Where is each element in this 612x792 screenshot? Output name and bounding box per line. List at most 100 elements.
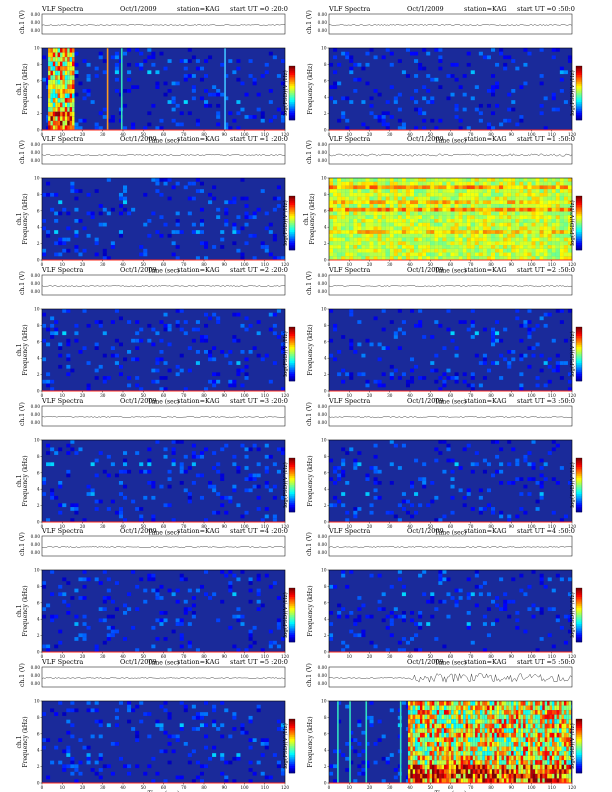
y-tick-label: 4 [324,356,327,361]
waveform-frame [328,535,573,557]
y-tick-label: 8 [37,454,40,459]
panel-station: station=KAG [177,5,220,13]
x-tick-label: 0 [328,262,331,267]
y-tick-label: 6 [324,339,327,344]
x-axis-label: Time (sec) [148,399,180,406]
waveform-tick-label: 0.00 [318,150,328,155]
waveform-frame [41,274,286,296]
x-tick-label: 60 [448,654,454,659]
spectrogram-svg-6: VLF Spectra Oct/1/2009 station=KAG start UT… [306,266,583,406]
colorbar [576,719,582,774]
x-tick-label: 10 [347,524,353,529]
x-tick-label: 20 [80,785,86,790]
x-tick-label: 20 [367,785,373,790]
x-tick-label: 90 [509,524,515,529]
y-tick-label: 6 [37,339,40,344]
y-tick-label: 0 [37,389,40,394]
waveform-frame [41,13,286,35]
y-tick-label: 8 [324,584,327,589]
y-axis-label: ch.1 [16,213,23,226]
spectrogram-panel-11: VLF Spectra Oct/1/2009 station=KAG start UT… [6,657,306,792]
panel-date: Oct/1/2009 [407,135,444,143]
x-tick-label: 20 [80,524,86,529]
x-tick-label: 90 [509,262,515,267]
y-tick-label: 4 [37,95,40,100]
y-tick-label: 6 [324,731,327,736]
waveform-tick-label: 0.00 [31,12,41,17]
spectrogram-event-line [399,701,402,783]
panel-station: station=KAG [464,135,507,143]
panel-station: station=KAG [464,658,507,666]
y-axis-label: Frequency (kHz) [22,324,29,375]
x-tick-label: 120 [281,785,289,790]
colorbar [576,327,582,382]
spectrogram-svg-5: VLF Spectra Oct/1/2009 station=KAG start UT… [16,266,296,406]
x-tick-label: 30 [100,524,106,529]
panel-start-time: start UT =1 :50:0 [517,135,575,143]
x-tick-label: 40 [407,785,413,790]
x-tick-label: 120 [281,654,289,659]
y-tick-label: 6 [324,208,327,213]
waveform-tick-label: 0.00 [31,665,41,670]
y-tick-label: 6 [37,731,40,736]
x-tick-label: 70 [181,132,187,137]
spectrogram-panel-1: VLF Spectra Oct/1/2009 station=KAG start UT… [6,4,306,145]
x-tick-label: 50 [141,524,147,529]
x-tick-label: 50 [428,393,434,398]
panel-start-time: start UT =4 :20:0 [230,527,288,535]
spectrogram-broadband-region [48,48,75,130]
spectrogram-panel-4: VLF Spectra Oct/1/2009 station=KAG start UT… [293,134,593,275]
spectrogram-svg-8: VLF Spectra Oct/1/2009 station=KAG start UT… [306,397,583,537]
x-tick-label: 50 [428,785,434,790]
x-tick-label: 100 [241,524,249,529]
y-tick-label: 2 [37,372,40,377]
waveform-ylabel: ch.1 (V) [19,402,26,426]
x-tick-label: 50 [428,262,434,267]
x-axis-label: Time (sec) [148,268,180,275]
x-tick-label: 20 [80,262,86,267]
x-tick-label: 0 [41,524,44,529]
colorbar-frame [575,326,583,382]
colorbar [289,458,295,513]
y-tick-label: 2 [324,764,327,769]
panel-station: station=KAG [177,135,220,143]
waveform-tick-label: 0.00 [31,534,41,539]
x-tick-label: 70 [468,262,474,267]
spectrogram-svg-9: VLF Spectra Oct/1/2009 station=KAG start UT… [16,527,296,667]
x-tick-label: 80 [488,654,494,659]
spectrogram-noise [42,701,285,783]
x-tick-label: 20 [80,132,86,137]
y-axis-label: ch.1 [303,213,310,226]
x-tick-label: 70 [468,654,474,659]
spectrogram-noise [329,570,572,652]
waveform-tick-label: 0.00 [31,20,41,25]
colorbar-frame [288,718,296,774]
spectrogram-svg-4: VLF Spectra Oct/1/2009 station=KAG start UT… [303,135,583,275]
waveform-tick-label: 0.00 [318,281,328,286]
y-tick-label: 10 [321,438,327,443]
y-axis-label: Frequency (kHz) [22,63,29,114]
y-axis-label: Frequency (kHz) [307,455,314,506]
waveform-tick-label: 0.00 [318,681,328,686]
waveform-tick-label: 0.00 [318,158,328,163]
y-tick-label: 6 [37,600,40,605]
panel-station: station=KAG [464,5,507,13]
waveform-tick-label: 0.00 [31,150,41,155]
waveform-line [41,546,286,548]
x-tick-label: 80 [201,785,207,790]
y-tick-label: 4 [37,356,40,361]
y-tick-label: 0 [37,781,40,786]
panel-date: Oct/1/2009 [120,658,157,666]
waveform-ylabel: ch.1 (V) [306,402,313,426]
x-tick-label: 80 [488,785,494,790]
x-tick-label: 100 [241,393,249,398]
x-tick-label: 100 [241,132,249,137]
x-tick-label: 110 [548,524,556,529]
x-tick-label: 60 [448,132,454,137]
y-axis-label: Frequency (kHz) [307,716,314,767]
waveform-frame [41,143,286,165]
colorbar-label: log(PSD)(V²/Hz) [282,70,289,116]
spectrogram-panel-6: VLF Spectra Oct/1/2009 station=KAG start UT… [293,265,593,406]
x-tick-label: 10 [347,132,353,137]
waveform-tick-label: 0.00 [318,404,328,409]
